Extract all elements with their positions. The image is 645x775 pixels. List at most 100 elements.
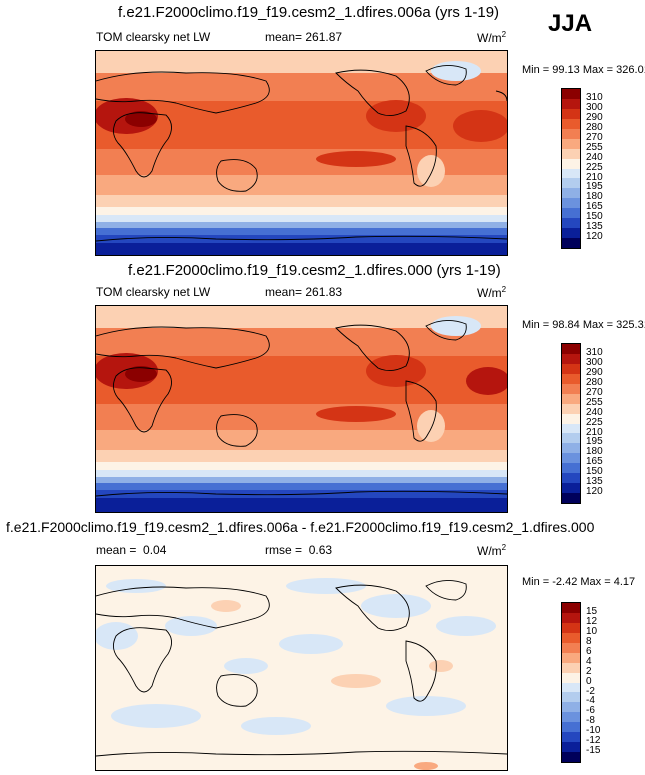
colorbar-box [562, 98, 580, 109]
colorbar-box [562, 662, 580, 673]
colorbar-box [562, 89, 580, 99]
colorbar-label: 240 [586, 406, 603, 418]
colorbar-box [562, 108, 580, 119]
panel2-mean: mean= 261.83 [265, 285, 343, 299]
panel3-title: f.e21.F2000climo.f19_f19.cesm2_1.dfires.… [6, 519, 595, 535]
colorbar-label: 280 [586, 376, 603, 388]
colorbar-label: 12 [586, 615, 598, 627]
panel1-colorbar-labels: 310 300 290 280 270 255 240 225 210 195 180 165 150 1… [586, 93, 603, 242]
panel1-colorbar-boxes [562, 89, 580, 248]
colorbar-label: -2 [586, 685, 595, 697]
colorbar-label: 165 [586, 456, 603, 468]
panel1-colorbar [561, 88, 581, 249]
colorbar-box [562, 373, 580, 384]
colorbar-box [562, 463, 580, 474]
colorbar-label: 255 [586, 141, 603, 153]
colorbar-label: 210 [586, 171, 603, 183]
colorbar-box [562, 652, 580, 663]
colorbar-box [562, 752, 580, 762]
colorbar-label: 150 [586, 466, 603, 478]
panel1-variable: TOM clearsky net LW [96, 30, 211, 44]
colorbar-label: 180 [586, 191, 603, 203]
colorbar-box [562, 188, 580, 199]
colorbar-box [562, 128, 580, 139]
colorbar-label: 195 [586, 181, 603, 193]
colorbar-box [562, 603, 580, 613]
colorbar-label: 180 [586, 446, 603, 458]
colorbar-box [562, 443, 580, 454]
colorbar-label: 225 [586, 161, 603, 173]
colorbar-box [562, 742, 580, 753]
panel1-minmax: Min = 99.13 Max = 326.01 [522, 64, 645, 76]
colorbar-label: 290 [586, 366, 603, 378]
panel2-colorbar-labels: 310 300 290 280 270 255 240 225 210 195 180 165 150 1… [586, 348, 603, 497]
panel3-rmse: rmse = 0.63 [265, 543, 333, 557]
colorbar-box [562, 722, 580, 733]
colorbar-label: 120 [586, 231, 603, 243]
panel3-minmax: Min = -2.42 Max = 4.17 [522, 576, 636, 588]
colorbar-label: 165 [586, 201, 603, 213]
colorbar-box [562, 238, 580, 248]
colorbar-box [562, 413, 580, 424]
colorbar-box [562, 642, 580, 653]
colorbar-box [562, 168, 580, 179]
panel2-units: W/m2 [477, 285, 507, 300]
colorbar-label: -4 [586, 695, 595, 707]
colorbar-label: 2 [586, 665, 592, 677]
colorbar-label: 135 [586, 476, 603, 488]
colorbar-box [562, 433, 580, 444]
panel2-colorbar-boxes [562, 344, 580, 503]
colorbar-box [562, 383, 580, 394]
panel2-map [95, 305, 508, 513]
colorbar-label: 255 [586, 396, 603, 408]
colorbar-box [562, 712, 580, 723]
colorbar-box [562, 483, 580, 494]
panel1-map-svg [96, 51, 507, 255]
colorbar-label: 300 [586, 101, 603, 113]
panel2-variable: TOM clearsky net LW [96, 285, 211, 299]
panel3-map-svg [96, 566, 507, 770]
colorbar-box [562, 702, 580, 713]
colorbar-label: 0 [586, 675, 592, 687]
panel1-map [95, 50, 508, 256]
colorbar-label: 270 [586, 386, 603, 398]
colorbar-box [562, 622, 580, 633]
colorbar-box [562, 138, 580, 149]
colorbar-label: 280 [586, 121, 603, 133]
panel2-map-svg [96, 306, 507, 512]
colorbar-label: 10 [586, 625, 598, 637]
colorbar-label: 310 [586, 92, 603, 103]
panel3-units: W/m2 [477, 543, 507, 558]
colorbar-box [562, 158, 580, 169]
colorbar-box [562, 208, 580, 219]
colorbar-label: 300 [586, 356, 603, 368]
colorbar-label: 150 [586, 211, 603, 223]
colorbar-label: -15 [586, 745, 601, 757]
colorbar-label: 270 [586, 131, 603, 143]
colorbar-label: -6 [586, 705, 595, 717]
colorbar-box [562, 672, 580, 683]
panel3-mean: mean = 0.04 [96, 543, 167, 557]
colorbar-box [562, 682, 580, 693]
colorbar-box [562, 423, 580, 434]
colorbar-label: 6 [586, 645, 592, 657]
colorbar-label: 195 [586, 436, 603, 448]
panel2-title: f.e21.F2000climo.f19_f19.cesm2_1.dfires.… [128, 262, 501, 279]
panel1-mean: mean= 261.87 [265, 30, 343, 44]
panel3-colorbar [561, 602, 581, 763]
colorbar-label: 15 [586, 606, 598, 617]
colorbar-label: 310 [586, 347, 603, 358]
colorbar-label: 210 [586, 426, 603, 438]
colorbar-label: -10 [586, 725, 601, 737]
colorbar-label: 135 [586, 221, 603, 233]
colorbar-box [562, 453, 580, 464]
panel2-minmax: Min = 98.84 Max = 325.31 [522, 319, 645, 331]
colorbar-box [562, 198, 580, 209]
colorbar-label: -12 [586, 735, 601, 747]
colorbar-box [562, 393, 580, 404]
colorbar-label: 225 [586, 416, 603, 428]
colorbar-label: -8 [586, 715, 595, 727]
colorbar-box [562, 612, 580, 623]
colorbar-label: 4 [586, 655, 592, 667]
colorbar-label: 8 [586, 635, 592, 647]
